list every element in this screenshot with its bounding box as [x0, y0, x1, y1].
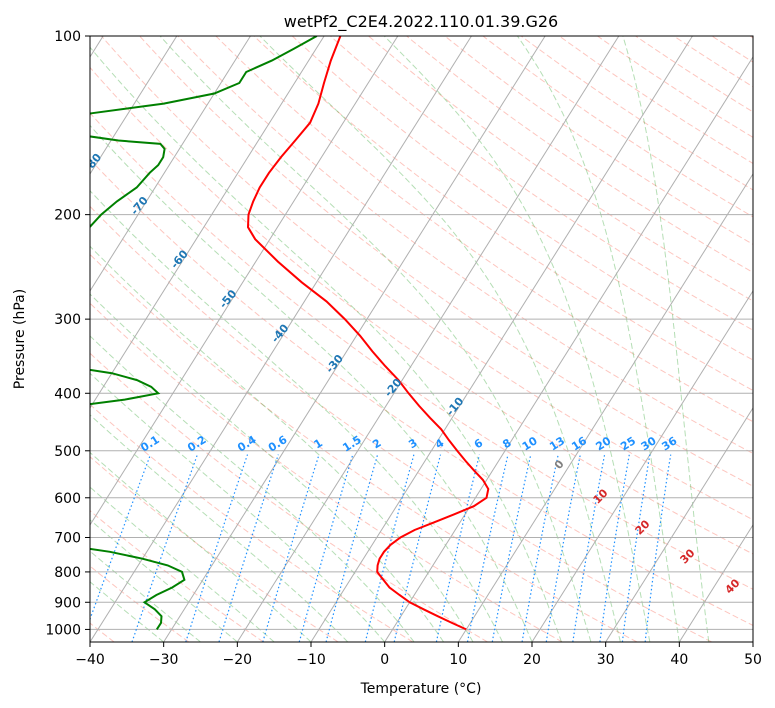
- dry-adiabat-line: [90, 352, 488, 642]
- dry-adiabat-line: [90, 112, 753, 590]
- x-tick-label: 50: [744, 652, 762, 668]
- isotherm-line: [236, 36, 620, 642]
- mixing-ratio-line: [393, 454, 442, 642]
- moist-adiabat-line: [90, 124, 533, 642]
- x-tick-label: −10: [296, 652, 326, 668]
- dry-adiabat-line: [90, 302, 563, 642]
- isotherm-line: [678, 524, 753, 642]
- isotherm-line: [90, 36, 325, 409]
- dry-adiabat-line: [559, 36, 753, 165]
- y-tick-label: 500: [54, 444, 81, 460]
- y-tick-label: 300: [54, 312, 81, 328]
- mixing-ratio-line: [364, 454, 415, 642]
- moist-adiabat-line: [90, 486, 275, 642]
- isotherm-line: [90, 36, 178, 175]
- dry-adiabat-line: [90, 403, 414, 642]
- moist-adiabat-line: [90, 519, 238, 642]
- dry-adiabat-line: [253, 36, 753, 392]
- dry-adiabat-line: [597, 36, 753, 138]
- isotherm-line: [605, 407, 753, 642]
- moist-adiabat-line: [622, 36, 710, 642]
- dry-adiabat-line: [101, 36, 753, 521]
- moist-adiabat-line: [90, 414, 349, 642]
- background-lines: [90, 36, 753, 642]
- isotherm-line: [457, 172, 753, 642]
- dry-adiabat-line: [90, 456, 339, 642]
- dry-adiabat-line: [90, 66, 753, 555]
- mixing-ratio-line: [325, 454, 379, 642]
- moist-adiabat-line: [90, 190, 503, 642]
- profile-lines: [90, 36, 490, 631]
- mixing-ratio-line: [131, 454, 198, 642]
- mixing-ratio-line: [185, 454, 249, 642]
- mixing-ratio-line: [298, 454, 354, 642]
- x-tick-label: 0: [380, 652, 389, 668]
- moist-adiabat-line: [90, 46, 562, 642]
- mixing-ratio-line: [262, 454, 320, 642]
- dry-adiabat-line: [139, 36, 753, 487]
- x-tick-label: 20: [523, 652, 541, 668]
- chart-title: wetPf2_C2E4.2022.110.01.39.G26: [284, 12, 558, 32]
- mixing-ratio-line: [435, 454, 480, 642]
- isotherm-line: [163, 36, 546, 642]
- y-axis-label: Pressure (hPa): [12, 289, 28, 389]
- y-tick-label: 700: [54, 531, 81, 547]
- y-tick-label: 200: [54, 208, 81, 224]
- isotherm-line: [90, 36, 399, 526]
- x-axis-label: Temperature (°C): [360, 681, 482, 697]
- moist-adiabat-line: [90, 293, 445, 642]
- y-tick-label: 1000: [45, 622, 81, 638]
- y-axis: 100 200 300 400 500 600 700 800 900 1000: [45, 29, 90, 638]
- isotherm-line: [310, 36, 693, 642]
- x-axis: −40 −30 −20 −10 0 10 20 30 40 50: [75, 642, 762, 668]
- mixing-ratio-line: [218, 454, 279, 642]
- dewpoint-profile-line: [90, 36, 318, 630]
- dry-adiabat-line: [482, 36, 753, 218]
- moist-adiabat-line: [383, 36, 651, 642]
- moist-adiabat-line: [90, 581, 164, 642]
- x-tick-label: −40: [75, 652, 105, 668]
- temperature-profile-line: [246, 36, 490, 631]
- isotherm-line: [90, 36, 472, 642]
- dry-adiabat-line: [215, 36, 753, 423]
- dry-adiabat-line: [177, 36, 753, 455]
- x-tick-label: 40: [670, 652, 688, 668]
- moist-adiabat-line: [90, 372, 386, 642]
- dry-adiabat-line: [90, 253, 638, 642]
- mixing-ratio-line: [90, 454, 152, 622]
- y-tick-label: 900: [54, 595, 81, 611]
- dry-adiabat-line: [406, 36, 753, 273]
- y-tick-label: 800: [54, 565, 81, 581]
- x-tick-label: −30: [149, 652, 179, 668]
- x-tick-label: 10: [449, 652, 467, 668]
- x-tick-label: 30: [597, 652, 615, 668]
- dry-adiabat-line: [90, 205, 712, 642]
- moist-adiabat-line: [159, 36, 592, 642]
- moist-adiabat-line: [516, 36, 680, 642]
- plot-frame: [89, 35, 754, 643]
- x-tick-label: −20: [223, 652, 253, 668]
- y-tick-label: 400: [54, 386, 81, 402]
- y-tick-label: 100: [54, 29, 81, 45]
- isotherm-line: [90, 36, 251, 292]
- y-tick-label: 600: [54, 491, 81, 507]
- dry-adiabat-line: [444, 36, 753, 245]
- isotherm-line: [384, 55, 753, 642]
- dry-adiabat-line: [90, 158, 753, 627]
- isotherm-line: [531, 289, 753, 642]
- moist-adiabat-line: [90, 245, 474, 642]
